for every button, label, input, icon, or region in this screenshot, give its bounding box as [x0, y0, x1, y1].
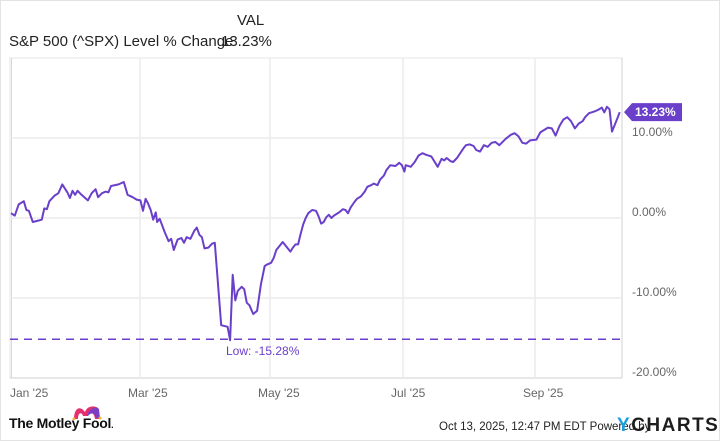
- x-tick-label: Jan '25: [10, 386, 49, 400]
- ycharts-logo: YCHARTS: [617, 415, 719, 437]
- motley-fool-jester-hat-icon: [72, 406, 102, 420]
- brand-suffix: .: [111, 420, 114, 430]
- ycharts-y-mark: Y: [617, 415, 632, 436]
- motley-fool-logo: The Motley Fool.: [9, 415, 114, 431]
- low-label: Low: -15.28%: [226, 344, 300, 358]
- timestamp: Oct 13, 2025, 12:47 PM EDT: [439, 421, 587, 433]
- legend-series-value: 13.23%: [221, 33, 272, 50]
- series-line-spx: [10, 105, 621, 342]
- end-value-badge: 13.23%: [624, 103, 682, 122]
- footer-meta: Oct 13, 2025, 12:47 PM EDT Powered by: [439, 421, 650, 433]
- powered-by-label: Powered by: [589, 421, 651, 433]
- y-tick-label: 0.00%: [632, 205, 666, 219]
- y-axis-ticks: 10.00% 0.00% -10.00% -20.00%: [632, 125, 677, 379]
- end-badge-shape: [624, 103, 682, 122]
- ycharts-wordmark: CHARTS: [631, 415, 720, 436]
- y-tick-label: -20.00%: [632, 365, 677, 379]
- y-tick-label: -10.00%: [632, 285, 677, 299]
- x-tick-label: May '25: [258, 386, 300, 400]
- gridlines: [10, 58, 622, 378]
- x-tick-label: Sep '25: [523, 386, 564, 400]
- x-tick-label: Mar '25: [128, 386, 168, 400]
- legend-column-header: VAL: [237, 12, 265, 29]
- legend-series-name: S&P 500 (^SPX) Level % Change: [9, 33, 234, 50]
- y-tick-label: 10.00%: [632, 125, 673, 139]
- x-axis-ticks: Jan '25 Mar '25 May '25 Jul '25 Sep '25: [10, 386, 564, 400]
- brand-name: The Motley Fool: [9, 415, 112, 431]
- end-badge-text: 13.23%: [635, 105, 676, 119]
- x-tick-label: Jul '25: [391, 386, 426, 400]
